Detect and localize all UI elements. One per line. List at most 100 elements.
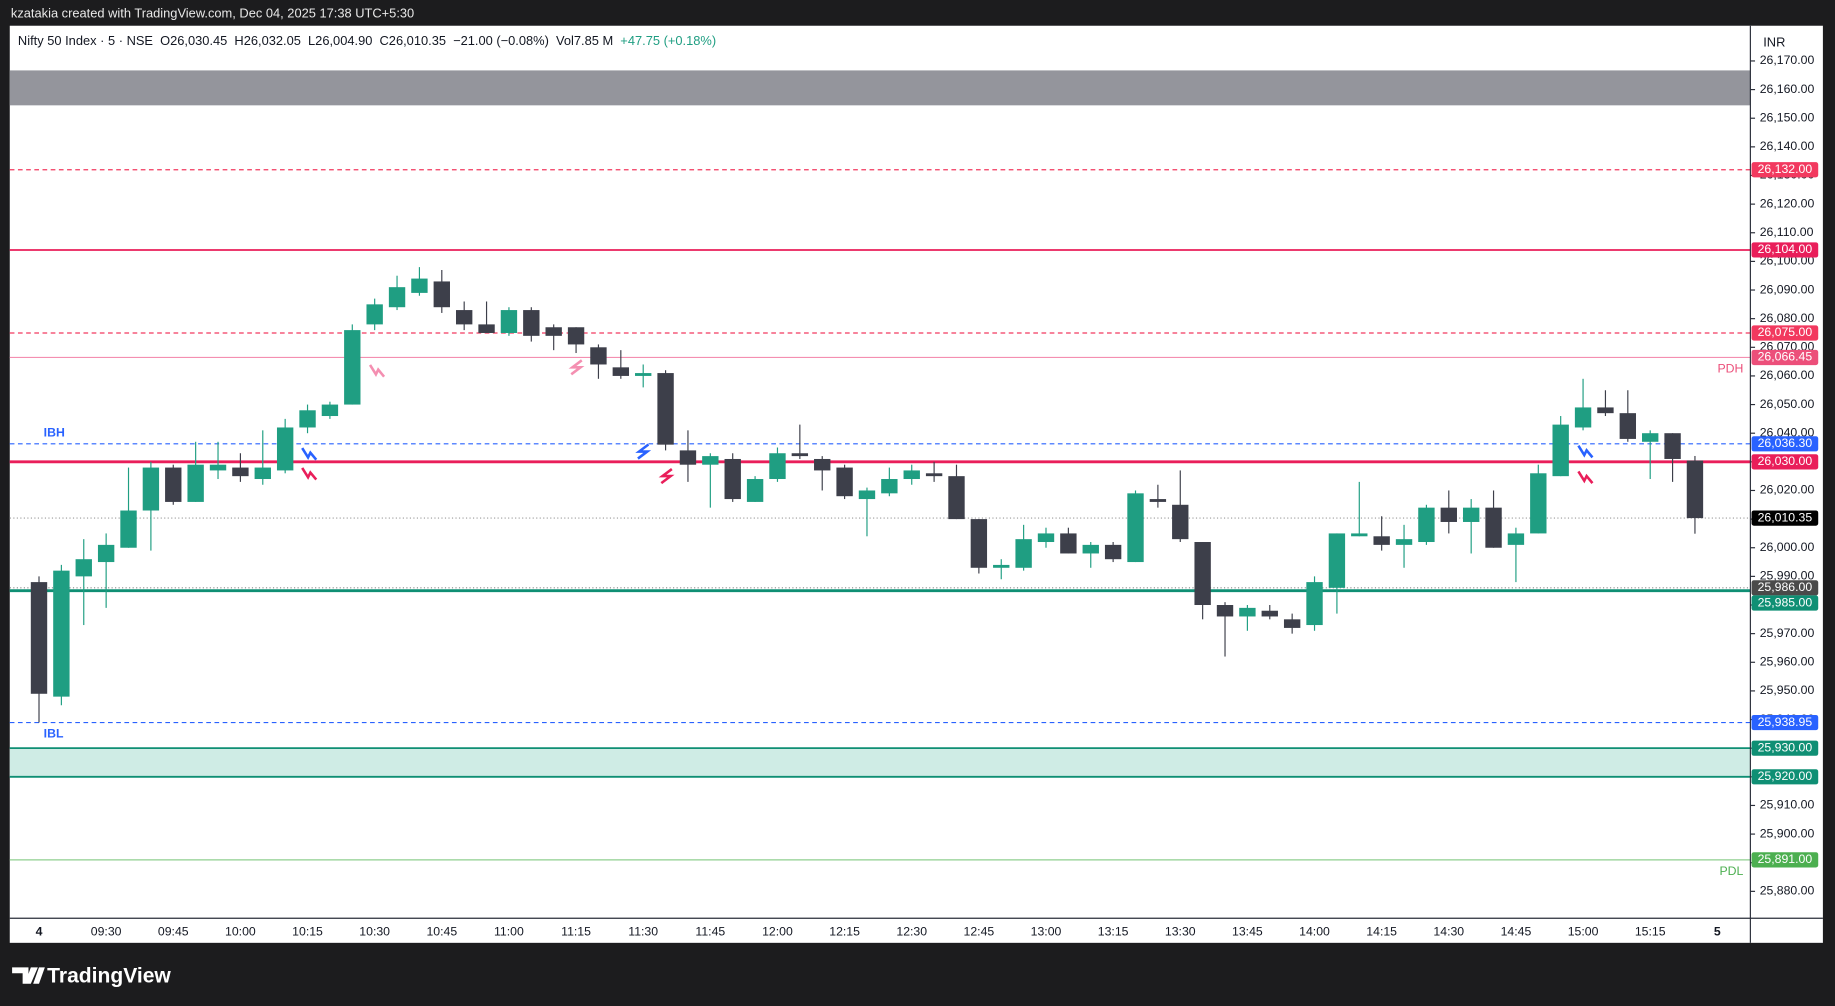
price-badge-label: 26,036.30 xyxy=(1758,436,1813,450)
x-tick-label: 11:15 xyxy=(561,925,591,939)
y-tick-label: 26,060.00 xyxy=(1760,368,1815,382)
candle-body xyxy=(724,458,741,500)
candle-body xyxy=(1015,539,1032,568)
y-tick-label: 25,990.00 xyxy=(1760,569,1815,583)
candle-body xyxy=(948,476,965,520)
level-tag: PDH xyxy=(1717,361,1743,375)
candle-body xyxy=(1216,605,1234,617)
x-tick-label: 15:00 xyxy=(1568,925,1599,939)
candle-body xyxy=(925,473,943,477)
candle-body xyxy=(1373,536,1390,545)
signal-marker xyxy=(568,359,585,376)
y-tick-label: 25,900.00 xyxy=(1760,826,1815,840)
legend-label: O xyxy=(160,34,170,49)
zone xyxy=(9,70,1751,106)
price-badge-label: 26,066.45 xyxy=(1758,350,1813,364)
price-badge xyxy=(1751,714,1819,731)
price-badge-label: 25,920.00 xyxy=(1758,769,1813,783)
legend-label: C xyxy=(380,34,389,49)
candle-body xyxy=(299,410,316,428)
y-tick-label: 26,140.00 xyxy=(1760,139,1815,153)
candle-body xyxy=(903,470,920,480)
candle-body xyxy=(1552,424,1569,477)
price-badge xyxy=(1751,580,1819,596)
legend-label: Vol xyxy=(556,34,574,49)
legend-indicator: +47.75 (+0.18%) xyxy=(620,34,716,49)
legend-value: 26,032.05 xyxy=(244,34,301,49)
candle-body xyxy=(1530,473,1547,534)
signal-marker xyxy=(301,447,318,461)
candle-body xyxy=(970,519,988,568)
legend-label: L xyxy=(308,34,315,49)
zone xyxy=(9,748,1751,777)
x-tick-label: 12:45 xyxy=(964,925,995,939)
candle-body xyxy=(1037,533,1055,543)
y-tick-label: 26,110.00 xyxy=(1760,225,1814,239)
candle-body xyxy=(1642,433,1659,442)
candle-body xyxy=(1597,407,1614,414)
y-tick-label: 26,050.00 xyxy=(1760,397,1815,411)
candle-body xyxy=(1239,607,1256,617)
signal-marker xyxy=(301,467,318,481)
price-badge-label: 26,104.00 xyxy=(1758,242,1813,256)
price-badge xyxy=(1751,595,1819,611)
candle-body xyxy=(993,564,1010,568)
candle-body xyxy=(433,281,450,308)
candle-body xyxy=(1395,539,1413,545)
x-tick-label: 12:15 xyxy=(829,925,860,939)
price-badge xyxy=(1751,242,1819,258)
candle-body xyxy=(814,458,831,471)
x-tick-label: 11:30 xyxy=(628,925,658,939)
candle-body xyxy=(1149,499,1167,502)
candle-body xyxy=(97,544,115,563)
y-tick-label: 26,150.00 xyxy=(1760,110,1815,124)
candle-body xyxy=(590,347,607,365)
price-badge xyxy=(1751,162,1819,178)
price-badge xyxy=(1751,769,1819,785)
candle-body xyxy=(679,450,697,465)
price-badge-label: 26,010.35 xyxy=(1758,510,1813,524)
candle-body xyxy=(142,467,160,511)
x-tick-label: 13:45 xyxy=(1232,925,1263,939)
candle-body xyxy=(276,427,294,471)
x-tick-label: 10:45 xyxy=(426,925,457,939)
price-badge-label: 25,938.95 xyxy=(1758,715,1813,729)
price-badge-label: 26,075.00 xyxy=(1758,325,1813,339)
x-tick-label: 4 xyxy=(36,925,43,939)
level-tag: IBL xyxy=(44,726,64,740)
candle-body xyxy=(187,464,204,502)
candle-body xyxy=(567,327,585,345)
y-tick-label: 25,910.00 xyxy=(1760,798,1815,812)
x-tick-label: 5 xyxy=(1714,925,1721,939)
candle-body xyxy=(858,490,876,500)
y-tick-label: 26,080.00 xyxy=(1760,311,1815,325)
legend-value: 26,030.45 xyxy=(170,34,227,49)
y-tick-label: 26,090.00 xyxy=(1760,282,1815,296)
x-tick-label: 10:00 xyxy=(225,925,256,939)
candle-body xyxy=(75,559,92,577)
candle-body xyxy=(1351,533,1368,537)
candle-body xyxy=(635,373,652,376)
candle-body xyxy=(523,310,540,336)
y-tick-label: 26,000.00 xyxy=(1760,540,1815,554)
candle-body xyxy=(1664,433,1681,459)
price-badge xyxy=(1751,349,1819,366)
price-badge xyxy=(1751,740,1819,756)
logo-text: TradingView xyxy=(47,964,171,987)
legend-value: 26,010.35 xyxy=(389,34,446,49)
candle-body xyxy=(1261,610,1278,617)
candle-body xyxy=(1306,582,1323,626)
candle-body xyxy=(657,373,674,445)
candle-body xyxy=(1194,542,1211,606)
signal-marker xyxy=(1577,470,1594,484)
candle-body xyxy=(254,467,271,480)
price-badge xyxy=(1751,436,1819,452)
legend: Nifty 50 Index · 5 · NSE O26,030.45 H26,… xyxy=(18,34,716,49)
x-tick-label: 14:30 xyxy=(1433,925,1464,939)
candle-body xyxy=(209,464,227,471)
y-tick-label: 25,880.00 xyxy=(1760,884,1815,898)
y-tick-label: 26,120.00 xyxy=(1760,196,1815,210)
y-tick-label: 26,020.00 xyxy=(1760,483,1815,497)
